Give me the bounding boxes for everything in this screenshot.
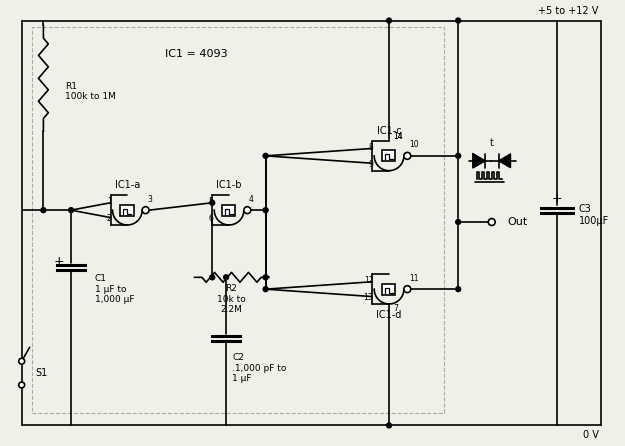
Circle shape xyxy=(69,208,74,213)
Text: 1: 1 xyxy=(107,197,111,206)
Circle shape xyxy=(263,287,268,292)
Text: IC1 = 4093: IC1 = 4093 xyxy=(165,49,228,59)
Circle shape xyxy=(19,382,24,388)
Text: 13: 13 xyxy=(364,293,373,302)
Circle shape xyxy=(263,208,268,213)
Text: 9: 9 xyxy=(368,160,373,169)
Text: C1
1 μF to
1,000 μF: C1 1 μF to 1,000 μF xyxy=(95,274,134,304)
Text: 14: 14 xyxy=(393,132,402,140)
Text: 10: 10 xyxy=(409,140,418,149)
Circle shape xyxy=(263,153,268,158)
Text: IC1-b: IC1-b xyxy=(216,181,242,190)
Circle shape xyxy=(456,219,461,224)
Circle shape xyxy=(456,18,461,23)
Text: Out: Out xyxy=(508,217,528,227)
Circle shape xyxy=(488,219,495,226)
Circle shape xyxy=(404,153,411,159)
Bar xyxy=(382,150,396,161)
Text: +: + xyxy=(552,192,562,205)
Text: C2
.1,000 pF to
1 μF: C2 .1,000 pF to 1 μF xyxy=(232,353,286,383)
Text: +5 to +12 V: +5 to +12 V xyxy=(538,6,598,16)
Circle shape xyxy=(404,286,411,293)
Circle shape xyxy=(19,358,24,364)
Circle shape xyxy=(224,275,229,280)
Text: 14: 14 xyxy=(393,132,402,140)
Circle shape xyxy=(41,208,46,213)
Text: R2
10k to
2.2M: R2 10k to 2.2M xyxy=(217,284,246,314)
Text: C3
100μF: C3 100μF xyxy=(579,204,609,226)
Text: 3: 3 xyxy=(147,195,152,204)
Text: t: t xyxy=(490,138,494,148)
Circle shape xyxy=(210,200,215,205)
Circle shape xyxy=(263,275,268,280)
Text: 12: 12 xyxy=(364,276,373,285)
Text: 6: 6 xyxy=(208,214,213,223)
Text: IC1-c: IC1-c xyxy=(377,126,401,136)
Text: 2: 2 xyxy=(107,214,111,223)
Text: 8: 8 xyxy=(369,143,373,152)
Circle shape xyxy=(456,287,461,292)
Text: 7: 7 xyxy=(393,305,398,314)
Text: IC1-a: IC1-a xyxy=(115,181,140,190)
Text: 0 V: 0 V xyxy=(582,430,598,440)
Circle shape xyxy=(387,18,391,23)
Text: S1: S1 xyxy=(36,368,48,378)
Polygon shape xyxy=(499,154,511,168)
Polygon shape xyxy=(473,154,485,168)
Text: +: + xyxy=(54,255,64,268)
Circle shape xyxy=(456,153,461,158)
Bar xyxy=(120,205,134,215)
Text: 5: 5 xyxy=(208,197,213,206)
Circle shape xyxy=(244,206,251,214)
Text: 4: 4 xyxy=(249,195,254,204)
Circle shape xyxy=(142,206,149,214)
Circle shape xyxy=(210,275,215,280)
Text: 11: 11 xyxy=(409,274,418,283)
Text: R1
100k to 1M: R1 100k to 1M xyxy=(65,82,116,101)
Text: IC1-d: IC1-d xyxy=(376,310,402,320)
Bar xyxy=(382,284,396,295)
Circle shape xyxy=(387,423,391,428)
Bar xyxy=(222,205,236,215)
